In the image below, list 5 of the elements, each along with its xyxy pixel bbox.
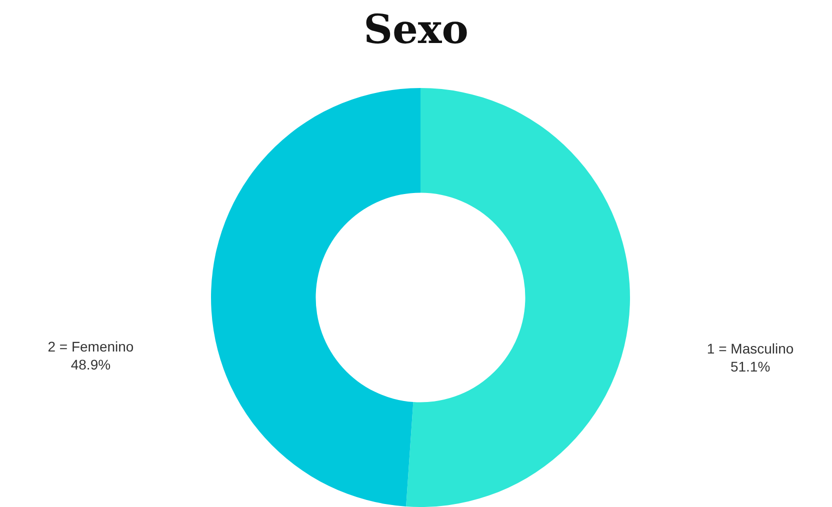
data-label: 51.1% bbox=[730, 358, 770, 374]
slice-label: 1 = Masculino bbox=[706, 340, 794, 356]
data-label: 48.9% bbox=[70, 356, 111, 372]
chart-title: Sexo bbox=[362, 6, 470, 53]
slice-label: 2 = Femenino bbox=[48, 338, 134, 354]
